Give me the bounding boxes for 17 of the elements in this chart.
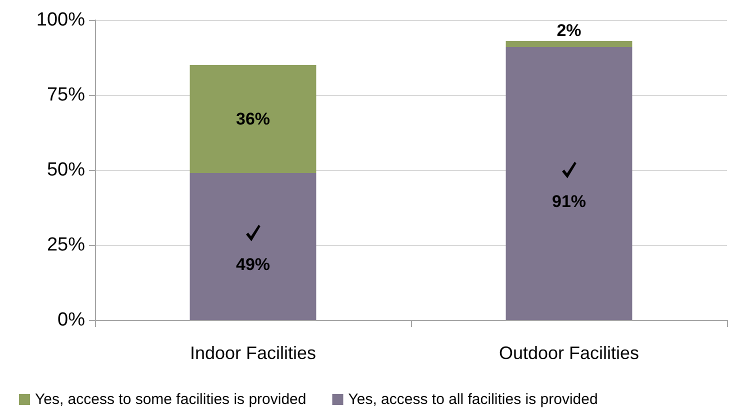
data-label: 49% [236, 255, 270, 274]
y-tick-label: 50% [46, 160, 86, 180]
bar [190, 173, 316, 320]
y-tick-label: 25% [46, 234, 86, 256]
data-label: 91% [552, 192, 586, 211]
bar [190, 65, 316, 173]
legend-label: Yes, access to all facilities is provided [348, 391, 598, 408]
bar [506, 41, 632, 47]
x-tick-label: Outdoor Facilities [498, 343, 640, 363]
data-label: 36% [236, 110, 270, 128]
data-label: 2% [556, 21, 582, 40]
x-tick-label: Indoor Facilities [190, 343, 316, 363]
y-tick-label: 75% [46, 84, 86, 106]
legend-label: Yes, access to some facilities is provided [35, 391, 306, 408]
y-tick-label: 100% [36, 10, 86, 30]
bar [506, 47, 632, 320]
y-tick-label: 0% [58, 310, 86, 330]
